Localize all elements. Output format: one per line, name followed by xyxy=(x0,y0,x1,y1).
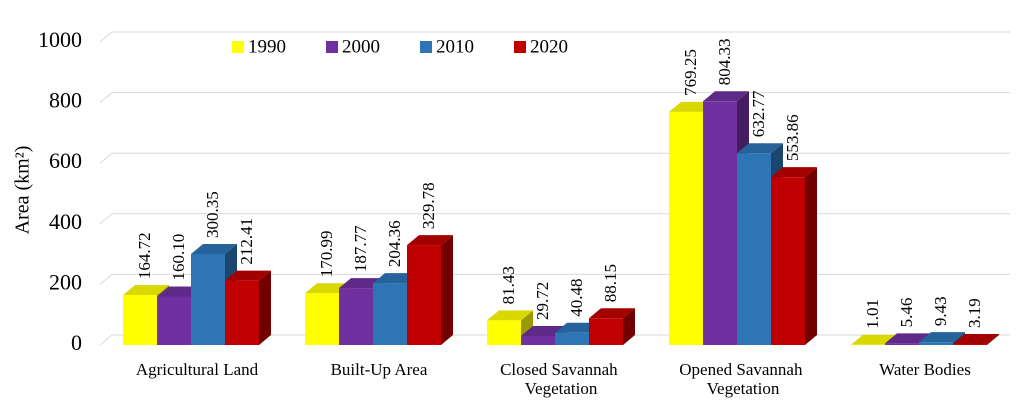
data-label: 81.43 xyxy=(499,266,518,304)
grid-line xyxy=(99,31,1010,43)
legend-swatch xyxy=(232,41,244,53)
bar-top xyxy=(919,332,965,343)
data-label: 40.48 xyxy=(567,278,586,316)
bar xyxy=(123,295,157,345)
bar xyxy=(521,335,555,345)
bar xyxy=(191,253,225,345)
y-tick-label: 200 xyxy=(49,269,82,294)
bar-side xyxy=(805,167,817,345)
bar-top xyxy=(885,333,931,344)
x-tick-line: Closed Savannah xyxy=(500,360,622,379)
bar-top xyxy=(737,143,783,154)
data-label: 300.35 xyxy=(203,191,222,238)
bar xyxy=(305,293,339,345)
bar xyxy=(919,342,953,345)
legend-label: 1990 xyxy=(248,36,286,57)
bar xyxy=(487,320,521,345)
x-tick-line: Vegetation xyxy=(525,379,598,398)
x-tick-label: Agricultural Land xyxy=(136,360,259,379)
grid-line xyxy=(99,152,1010,164)
bar xyxy=(589,318,623,345)
y-tick-label: 1000 xyxy=(38,27,82,52)
y-tick-label: 600 xyxy=(49,148,82,173)
data-label: 804.33 xyxy=(715,39,734,86)
data-label: 632.77 xyxy=(749,90,768,137)
bar-side xyxy=(441,235,453,345)
data-label: 88.15 xyxy=(601,264,620,302)
legend: 1990 2000 2010 2020 xyxy=(232,36,568,57)
bar xyxy=(885,343,919,345)
bar-top xyxy=(589,308,635,319)
bar xyxy=(373,283,407,345)
x-tick-label: Built-Up Area xyxy=(331,360,428,379)
legend-swatch xyxy=(420,41,432,53)
legend-label: 2020 xyxy=(530,36,568,57)
data-label: 329.78 xyxy=(419,182,438,229)
bar-side xyxy=(987,334,999,345)
bar-top xyxy=(851,334,897,345)
bar-side xyxy=(623,308,635,345)
x-tick-label: Water Bodies xyxy=(879,360,971,379)
legend-label: 2000 xyxy=(342,36,380,57)
bar-top xyxy=(407,235,453,246)
legend-swatch xyxy=(514,41,526,53)
bar xyxy=(669,111,703,345)
data-label: 212.41 xyxy=(237,218,256,265)
bar-side xyxy=(259,270,271,345)
data-label: 160.10 xyxy=(169,234,188,281)
data-label: 164.72 xyxy=(135,232,154,279)
data-label: 3.19 xyxy=(965,298,984,328)
bar-top xyxy=(953,334,999,345)
y-axis-label: Area (km²) xyxy=(12,146,34,235)
bar xyxy=(555,332,589,345)
bar xyxy=(157,296,191,345)
grid-line xyxy=(99,92,1010,103)
bar xyxy=(339,288,373,345)
bar xyxy=(703,101,737,345)
bar xyxy=(225,280,259,345)
bar-top xyxy=(191,243,237,254)
x-tick-label: Opened Savannah Vegetation xyxy=(679,360,806,398)
bar-top xyxy=(703,91,749,102)
bar-top xyxy=(771,167,817,178)
y-tick-label: 0 xyxy=(71,330,82,355)
bar-top xyxy=(225,270,271,281)
data-label: 29.72 xyxy=(533,282,552,320)
data-label: 9.43 xyxy=(931,296,950,326)
data-label: 1.01 xyxy=(863,299,882,329)
legend-label: 2010 xyxy=(436,36,474,57)
data-label: 170.99 xyxy=(317,230,336,277)
data-label: 553.86 xyxy=(783,114,802,161)
x-tick-label: Closed Savannah Vegetation xyxy=(500,360,622,398)
bar xyxy=(953,344,987,345)
x-tick-line: Opened Savannah xyxy=(679,360,806,379)
y-tick-label: 400 xyxy=(49,209,82,234)
legend-swatch xyxy=(326,41,338,53)
data-label: 187.77 xyxy=(351,225,370,272)
bar-top xyxy=(123,285,169,296)
data-label: 204.36 xyxy=(385,220,404,267)
y-tick-label: 800 xyxy=(49,88,82,113)
bar xyxy=(407,245,441,345)
bar xyxy=(771,177,805,345)
data-label: 769.25 xyxy=(681,49,700,96)
x-tick-line: Vegetation xyxy=(707,379,780,398)
bar xyxy=(737,153,771,345)
bar-top xyxy=(487,310,533,321)
data-label: 5.46 xyxy=(897,298,916,328)
